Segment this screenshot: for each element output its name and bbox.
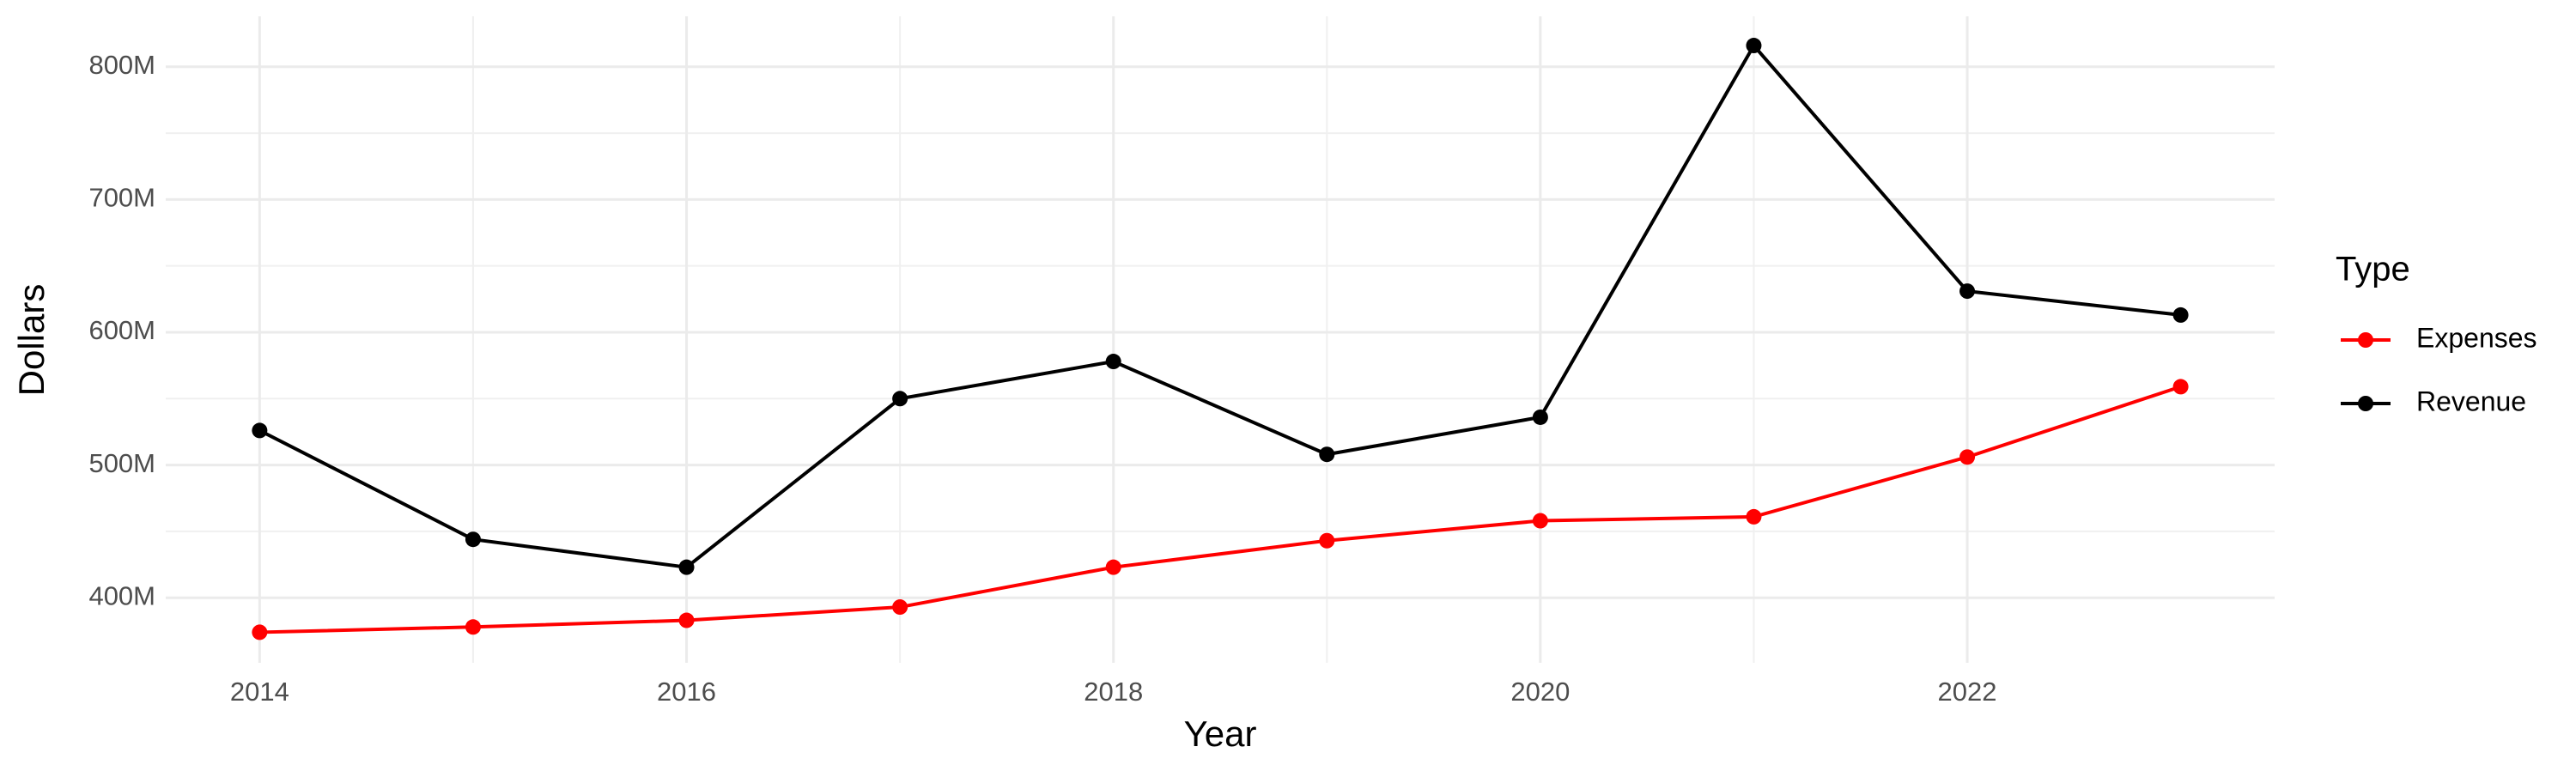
x-tick-label: 2014 bbox=[230, 677, 289, 707]
legend-label: Expenses bbox=[2416, 322, 2537, 353]
data-point bbox=[1959, 283, 1976, 300]
grid bbox=[166, 16, 2275, 663]
data-point bbox=[252, 422, 268, 439]
data-point bbox=[1105, 559, 1121, 575]
y-tick-label: 400M bbox=[88, 580, 155, 610]
y-tick-label: 500M bbox=[88, 448, 155, 478]
data-point bbox=[2172, 379, 2189, 395]
data-point bbox=[1959, 449, 1976, 465]
x-tick-label: 2018 bbox=[1084, 677, 1143, 707]
legend-label: Revenue bbox=[2416, 385, 2526, 416]
data-point bbox=[1532, 513, 1548, 529]
legend-key-point bbox=[2358, 396, 2373, 411]
y-tick-label: 600M bbox=[88, 315, 155, 345]
data-point bbox=[1746, 508, 1762, 525]
series-line bbox=[258, 42, 2181, 569]
data-point bbox=[465, 619, 481, 635]
legend-key-point bbox=[2358, 332, 2373, 348]
series bbox=[252, 379, 2189, 640]
y-tick-label: 700M bbox=[88, 183, 155, 213]
x-tick-label: 2022 bbox=[1938, 677, 1997, 707]
data-point bbox=[252, 624, 268, 640]
series-line bbox=[259, 385, 2182, 634]
data-point bbox=[892, 391, 908, 407]
y-axis-title: Dollars bbox=[11, 284, 52, 397]
x-tick-label: 2020 bbox=[1510, 677, 1570, 707]
data-point bbox=[678, 612, 695, 628]
x-axis-title: Year bbox=[1184, 713, 1257, 754]
data-point bbox=[1746, 38, 1762, 54]
data-point bbox=[1319, 532, 1335, 549]
legend-title: Type bbox=[2336, 251, 2410, 288]
data-point bbox=[1532, 409, 1548, 425]
data-point bbox=[1319, 446, 1335, 463]
series bbox=[252, 38, 2189, 575]
y-tick-label: 800M bbox=[88, 50, 155, 80]
x-tick-label: 2016 bbox=[657, 677, 716, 707]
data-point bbox=[1105, 354, 1121, 370]
data-point bbox=[465, 531, 481, 548]
data-point bbox=[678, 559, 695, 575]
data-point bbox=[2172, 307, 2189, 323]
data-point bbox=[892, 599, 908, 616]
